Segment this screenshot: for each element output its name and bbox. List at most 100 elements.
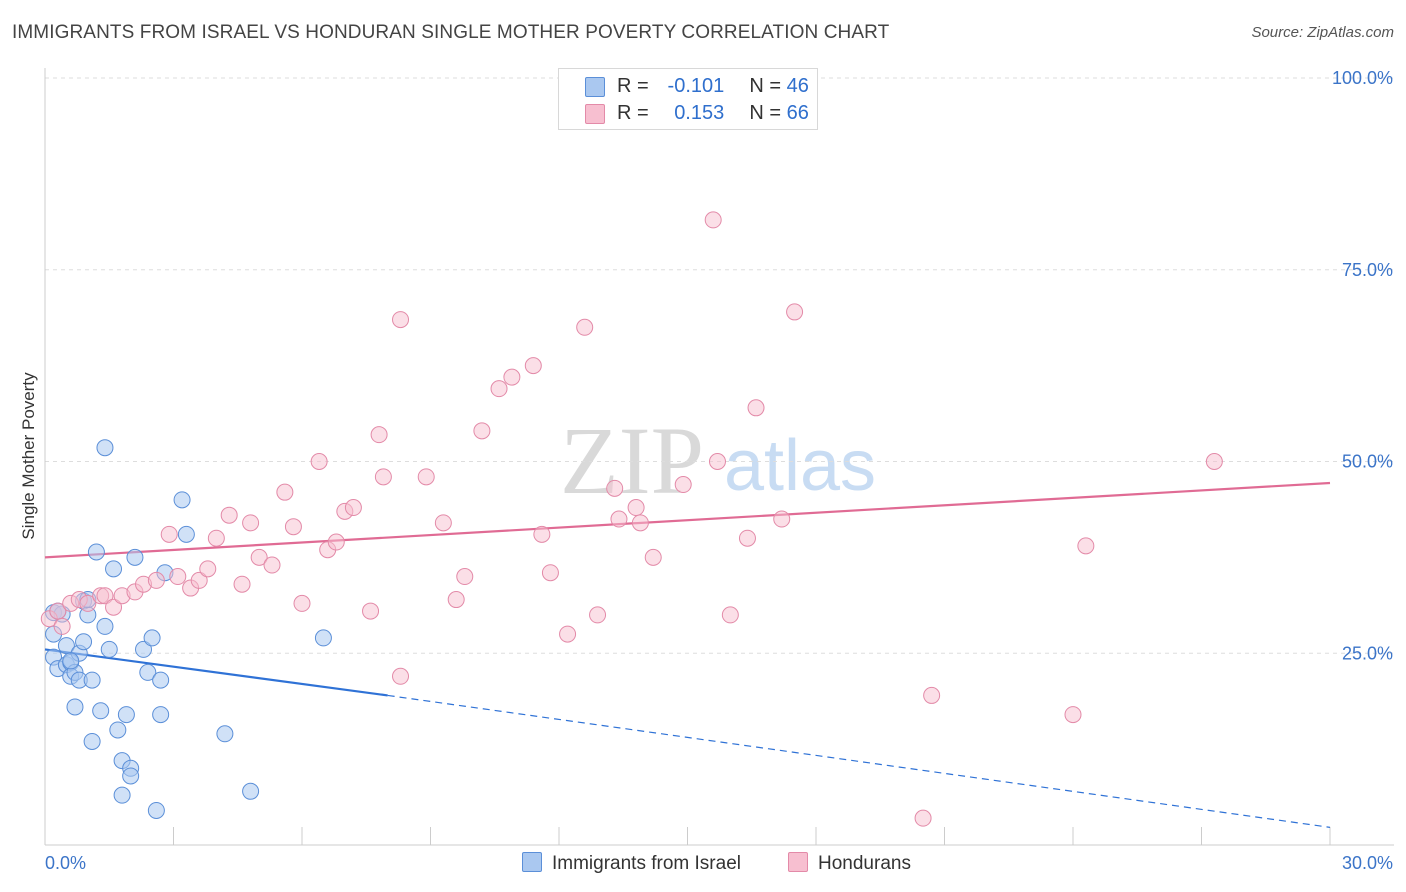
israel-point bbox=[216, 725, 234, 743]
trend-lines bbox=[44, 481, 1331, 828]
honduran-point bbox=[263, 556, 281, 574]
israel-trend-extension bbox=[387, 694, 1331, 828]
honduran-point bbox=[541, 564, 559, 582]
israel-point bbox=[83, 671, 101, 689]
honduran-point bbox=[284, 518, 302, 536]
axes bbox=[44, 68, 1394, 846]
israel-point bbox=[109, 721, 127, 739]
honduran-point bbox=[276, 483, 294, 501]
honduran-point bbox=[233, 575, 251, 593]
honduran-point bbox=[242, 514, 260, 532]
israel-point bbox=[66, 698, 84, 716]
x-tick-label: 0.0% bbox=[45, 853, 86, 873]
honduran-point bbox=[53, 617, 71, 635]
honduran-point bbox=[923, 686, 941, 704]
honduran-point bbox=[589, 606, 607, 624]
honduran-point bbox=[533, 525, 551, 543]
legend-r-value-honduran: 0.153 bbox=[674, 102, 725, 124]
tick-labels: 25.0% 50.0% 75.0% 100.0% 0.0% 30.0% bbox=[45, 68, 1393, 873]
watermark-zip: ZIP bbox=[560, 407, 704, 514]
israel-point bbox=[242, 782, 260, 800]
honduran-point bbox=[456, 568, 474, 586]
israel-point bbox=[96, 617, 114, 635]
legend-r-label: R = bbox=[617, 102, 649, 124]
honduran-trend-line bbox=[44, 481, 1331, 559]
israel-point bbox=[143, 629, 161, 647]
honduran-point bbox=[105, 598, 123, 616]
israel-point bbox=[92, 702, 110, 720]
israel-point bbox=[152, 671, 170, 689]
israel-point bbox=[122, 767, 140, 785]
honduran-point bbox=[631, 514, 649, 532]
honduran-point bbox=[96, 587, 114, 605]
israel-point bbox=[126, 548, 144, 566]
chart-source: Source: ZipAtlas.com bbox=[1251, 24, 1394, 41]
chart-title: IMMIGRANTS FROM ISRAEL VS HONDURAN SINGL… bbox=[12, 22, 890, 43]
y-tick-label: 25.0% bbox=[1342, 643, 1393, 663]
israel-point bbox=[100, 640, 118, 658]
legend-n-value-israel: 46 bbox=[786, 75, 809, 97]
honduran-point bbox=[207, 529, 225, 547]
honduran-point bbox=[503, 368, 521, 386]
honduran-point bbox=[644, 548, 662, 566]
y-tick-label: 75.0% bbox=[1342, 260, 1393, 280]
honduran-point bbox=[190, 571, 208, 589]
honduran-point bbox=[721, 606, 739, 624]
bottom-legend-honduran: Hondurans bbox=[788, 852, 911, 875]
honduran-point bbox=[310, 453, 328, 470]
honduran-point bbox=[434, 514, 452, 532]
watermark: ZIP atlas bbox=[560, 407, 876, 514]
honduran-point bbox=[674, 476, 692, 494]
honduran-point bbox=[392, 311, 410, 329]
honduran-point bbox=[169, 568, 187, 586]
bottom-legend-label-israel: Immigrants from Israel bbox=[552, 853, 741, 874]
bottom-legend-israel: Immigrants from Israel bbox=[522, 852, 741, 875]
honduran-point bbox=[773, 510, 791, 528]
honduran-point bbox=[370, 426, 388, 444]
honduran-point bbox=[708, 453, 726, 470]
israel-point bbox=[113, 786, 131, 804]
honduran-point bbox=[606, 479, 624, 497]
israel-swatch bbox=[585, 77, 605, 97]
honduran-point bbox=[559, 625, 577, 643]
y-tick-label: 100.0% bbox=[1332, 68, 1393, 88]
honduran-point bbox=[576, 318, 594, 336]
israel-point bbox=[173, 491, 191, 509]
honduran-point bbox=[473, 422, 491, 440]
honduran-point bbox=[160, 525, 178, 543]
bottom-legend-label-honduran: Hondurans bbox=[818, 853, 911, 874]
honduran-point bbox=[417, 468, 435, 486]
israel-point bbox=[314, 629, 332, 647]
honduran-point bbox=[704, 211, 722, 229]
honduran-legend-swatch bbox=[788, 852, 808, 872]
israel-point bbox=[83, 732, 101, 750]
honduran-point bbox=[147, 571, 165, 589]
honduran-point bbox=[293, 594, 311, 612]
israel-point bbox=[139, 663, 157, 681]
honduran-point bbox=[1205, 453, 1223, 470]
honduran-point bbox=[250, 548, 268, 566]
honduran-point bbox=[220, 506, 238, 524]
israel-trend-line bbox=[44, 648, 388, 697]
watermark-atlas: atlas bbox=[724, 426, 876, 506]
honduran-point bbox=[447, 591, 465, 609]
israel-point bbox=[117, 706, 135, 724]
honduran-point bbox=[1064, 706, 1082, 724]
legend-r-label: R = bbox=[617, 75, 649, 97]
israel-legend-swatch bbox=[522, 852, 542, 872]
honduran-point bbox=[344, 499, 362, 517]
israel-point bbox=[152, 706, 170, 724]
honduran-point bbox=[362, 602, 380, 620]
honduran-point bbox=[914, 809, 932, 827]
honduran-point bbox=[747, 399, 765, 417]
honduran-point bbox=[374, 468, 392, 486]
y-axis-label: Single Mother Poverty bbox=[19, 372, 38, 540]
legend-n-label: N = bbox=[749, 102, 782, 124]
legend-n-value-honduran: 66 bbox=[786, 102, 809, 124]
honduran-point bbox=[490, 380, 508, 398]
israel-point bbox=[87, 543, 105, 561]
honduran-point bbox=[524, 357, 542, 375]
israel-point bbox=[135, 640, 153, 658]
honduran-point bbox=[627, 499, 645, 517]
